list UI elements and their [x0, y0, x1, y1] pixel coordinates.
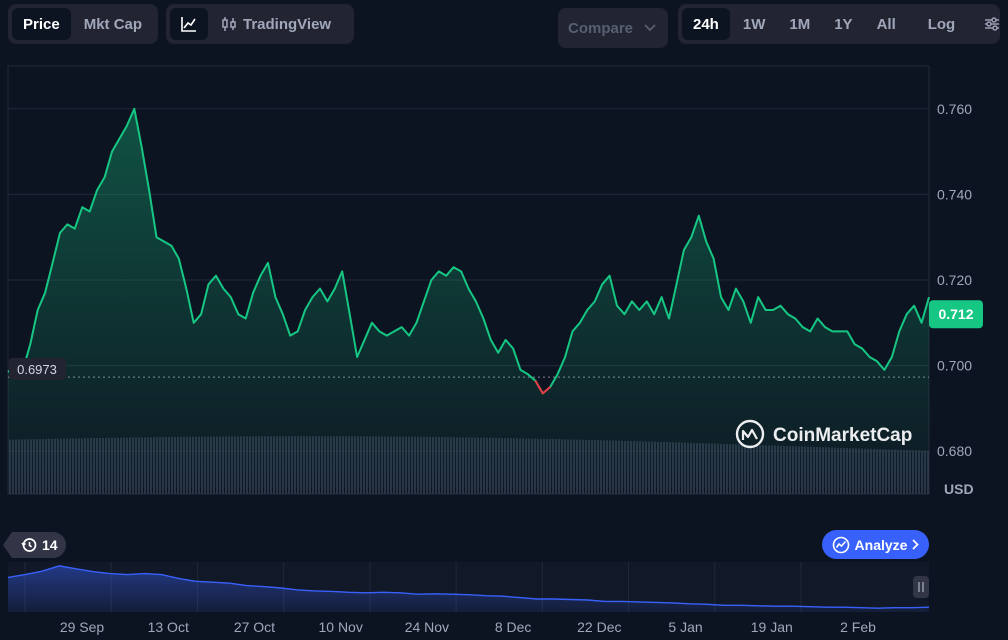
current-price-label: 0.712 — [938, 306, 973, 322]
range-1w[interactable]: 1W — [742, 15, 766, 33]
time-range-toggle: 24h 1W 1M 1Y All Log — [678, 4, 1000, 44]
sliders-icon — [985, 17, 1000, 31]
navigator-x-tick-label: 27 Oct — [234, 619, 275, 635]
candlestick-icon — [222, 17, 236, 31]
reference-price-badge: 0.6973 — [9, 358, 66, 380]
chevron-right-icon — [912, 539, 920, 550]
tradingview-button[interactable]: TradingView — [210, 8, 342, 40]
y-tick-label: 0.740 — [937, 186, 972, 202]
navigator-x-tick-label: 29 Sep — [60, 619, 105, 635]
analyze-icon — [832, 536, 849, 553]
navigator-x-tick-label: 2 Feb — [840, 619, 876, 635]
watermark-text: CoinMarketCap — [773, 425, 912, 446]
price-line — [7, 107, 930, 395]
y-tick-label: 0.680 — [937, 443, 972, 459]
navigator-line — [7, 565, 930, 609]
tab-mkt-cap[interactable]: Mkt Cap — [83, 15, 143, 33]
navigator-x-tick-label: 10 Nov — [318, 619, 362, 635]
range-24h[interactable]: 24h — [682, 8, 730, 40]
history-count: 14 — [42, 537, 58, 553]
chart-type-toggle: Price Mkt Cap — [8, 4, 158, 44]
range-1y[interactable]: 1Y — [834, 15, 853, 33]
line-view-button[interactable] — [170, 8, 208, 40]
range-navigator[interactable]: 29 Sep 13 Oct 27 Oct 10 Nov 24 Nov 8 Dec 22 De… — [0, 560, 1008, 640]
navigator-area — [8, 565, 929, 612]
navigator-x-tick-label: 19 Jan — [751, 619, 793, 635]
chevron-down-icon — [644, 24, 656, 32]
chart-view-toggle: TradingView — [166, 4, 354, 44]
y-axis-labels: 0.760 0.740 0.720 0.700 0.680 — [937, 101, 972, 459]
navigator-x-axis-labels: 29 Sep 13 Oct 27 Oct 10 Nov 24 Nov 8 Dec 22 De… — [60, 619, 876, 635]
log-scale-button[interactable]: Log — [927, 15, 956, 33]
price-line-below-reference — [534, 380, 551, 395]
reference-price-label: 0.6973 — [17, 362, 57, 377]
navigator-handle[interactable] — [913, 576, 929, 598]
navigator-x-tick-label: 13 Oct — [148, 619, 189, 635]
chart-settings-button[interactable] — [976, 8, 1008, 40]
chart-toolbar: Price Mkt Cap TradingView Compare 24h — [0, 4, 1008, 48]
price-area — [8, 108, 929, 495]
y-tick-label: 0.760 — [937, 101, 972, 117]
line-chart-icon — [181, 17, 196, 32]
y-tick-label: 0.700 — [937, 358, 972, 374]
navigator-x-tick-label: 24 Nov — [405, 619, 449, 635]
tradingview-label: TradingView — [243, 15, 332, 33]
range-all[interactable]: All — [876, 15, 896, 33]
navigator-x-tick-label: 8 Dec — [495, 619, 532, 635]
navigator-x-tick-label: 5 Jan — [668, 619, 702, 635]
navigator-x-tick-label: 22 Dec — [577, 619, 621, 635]
history-clock-icon — [21, 538, 37, 552]
analyze-label: Analyze — [854, 536, 908, 553]
coinmarketcap-logo-icon — [735, 419, 765, 449]
range-1m[interactable]: 1M — [789, 15, 811, 33]
tab-price[interactable]: Price — [12, 8, 71, 40]
history-badge[interactable]: 14 — [3, 532, 66, 558]
coinmarketcap-watermark: CoinMarketCap — [735, 419, 912, 449]
analyze-button[interactable]: Analyze — [822, 530, 929, 559]
current-price-badge: 0.712 — [929, 300, 983, 329]
compare-dropdown[interactable]: Compare — [558, 8, 668, 48]
y-tick-label: 0.720 — [937, 272, 972, 288]
navigator-svg: 29 Sep 13 Oct 27 Oct 10 Nov 24 Nov 8 Dec 22 De… — [7, 562, 930, 635]
compare-label: Compare — [568, 19, 634, 37]
currency-unit-label: USD — [944, 481, 974, 497]
